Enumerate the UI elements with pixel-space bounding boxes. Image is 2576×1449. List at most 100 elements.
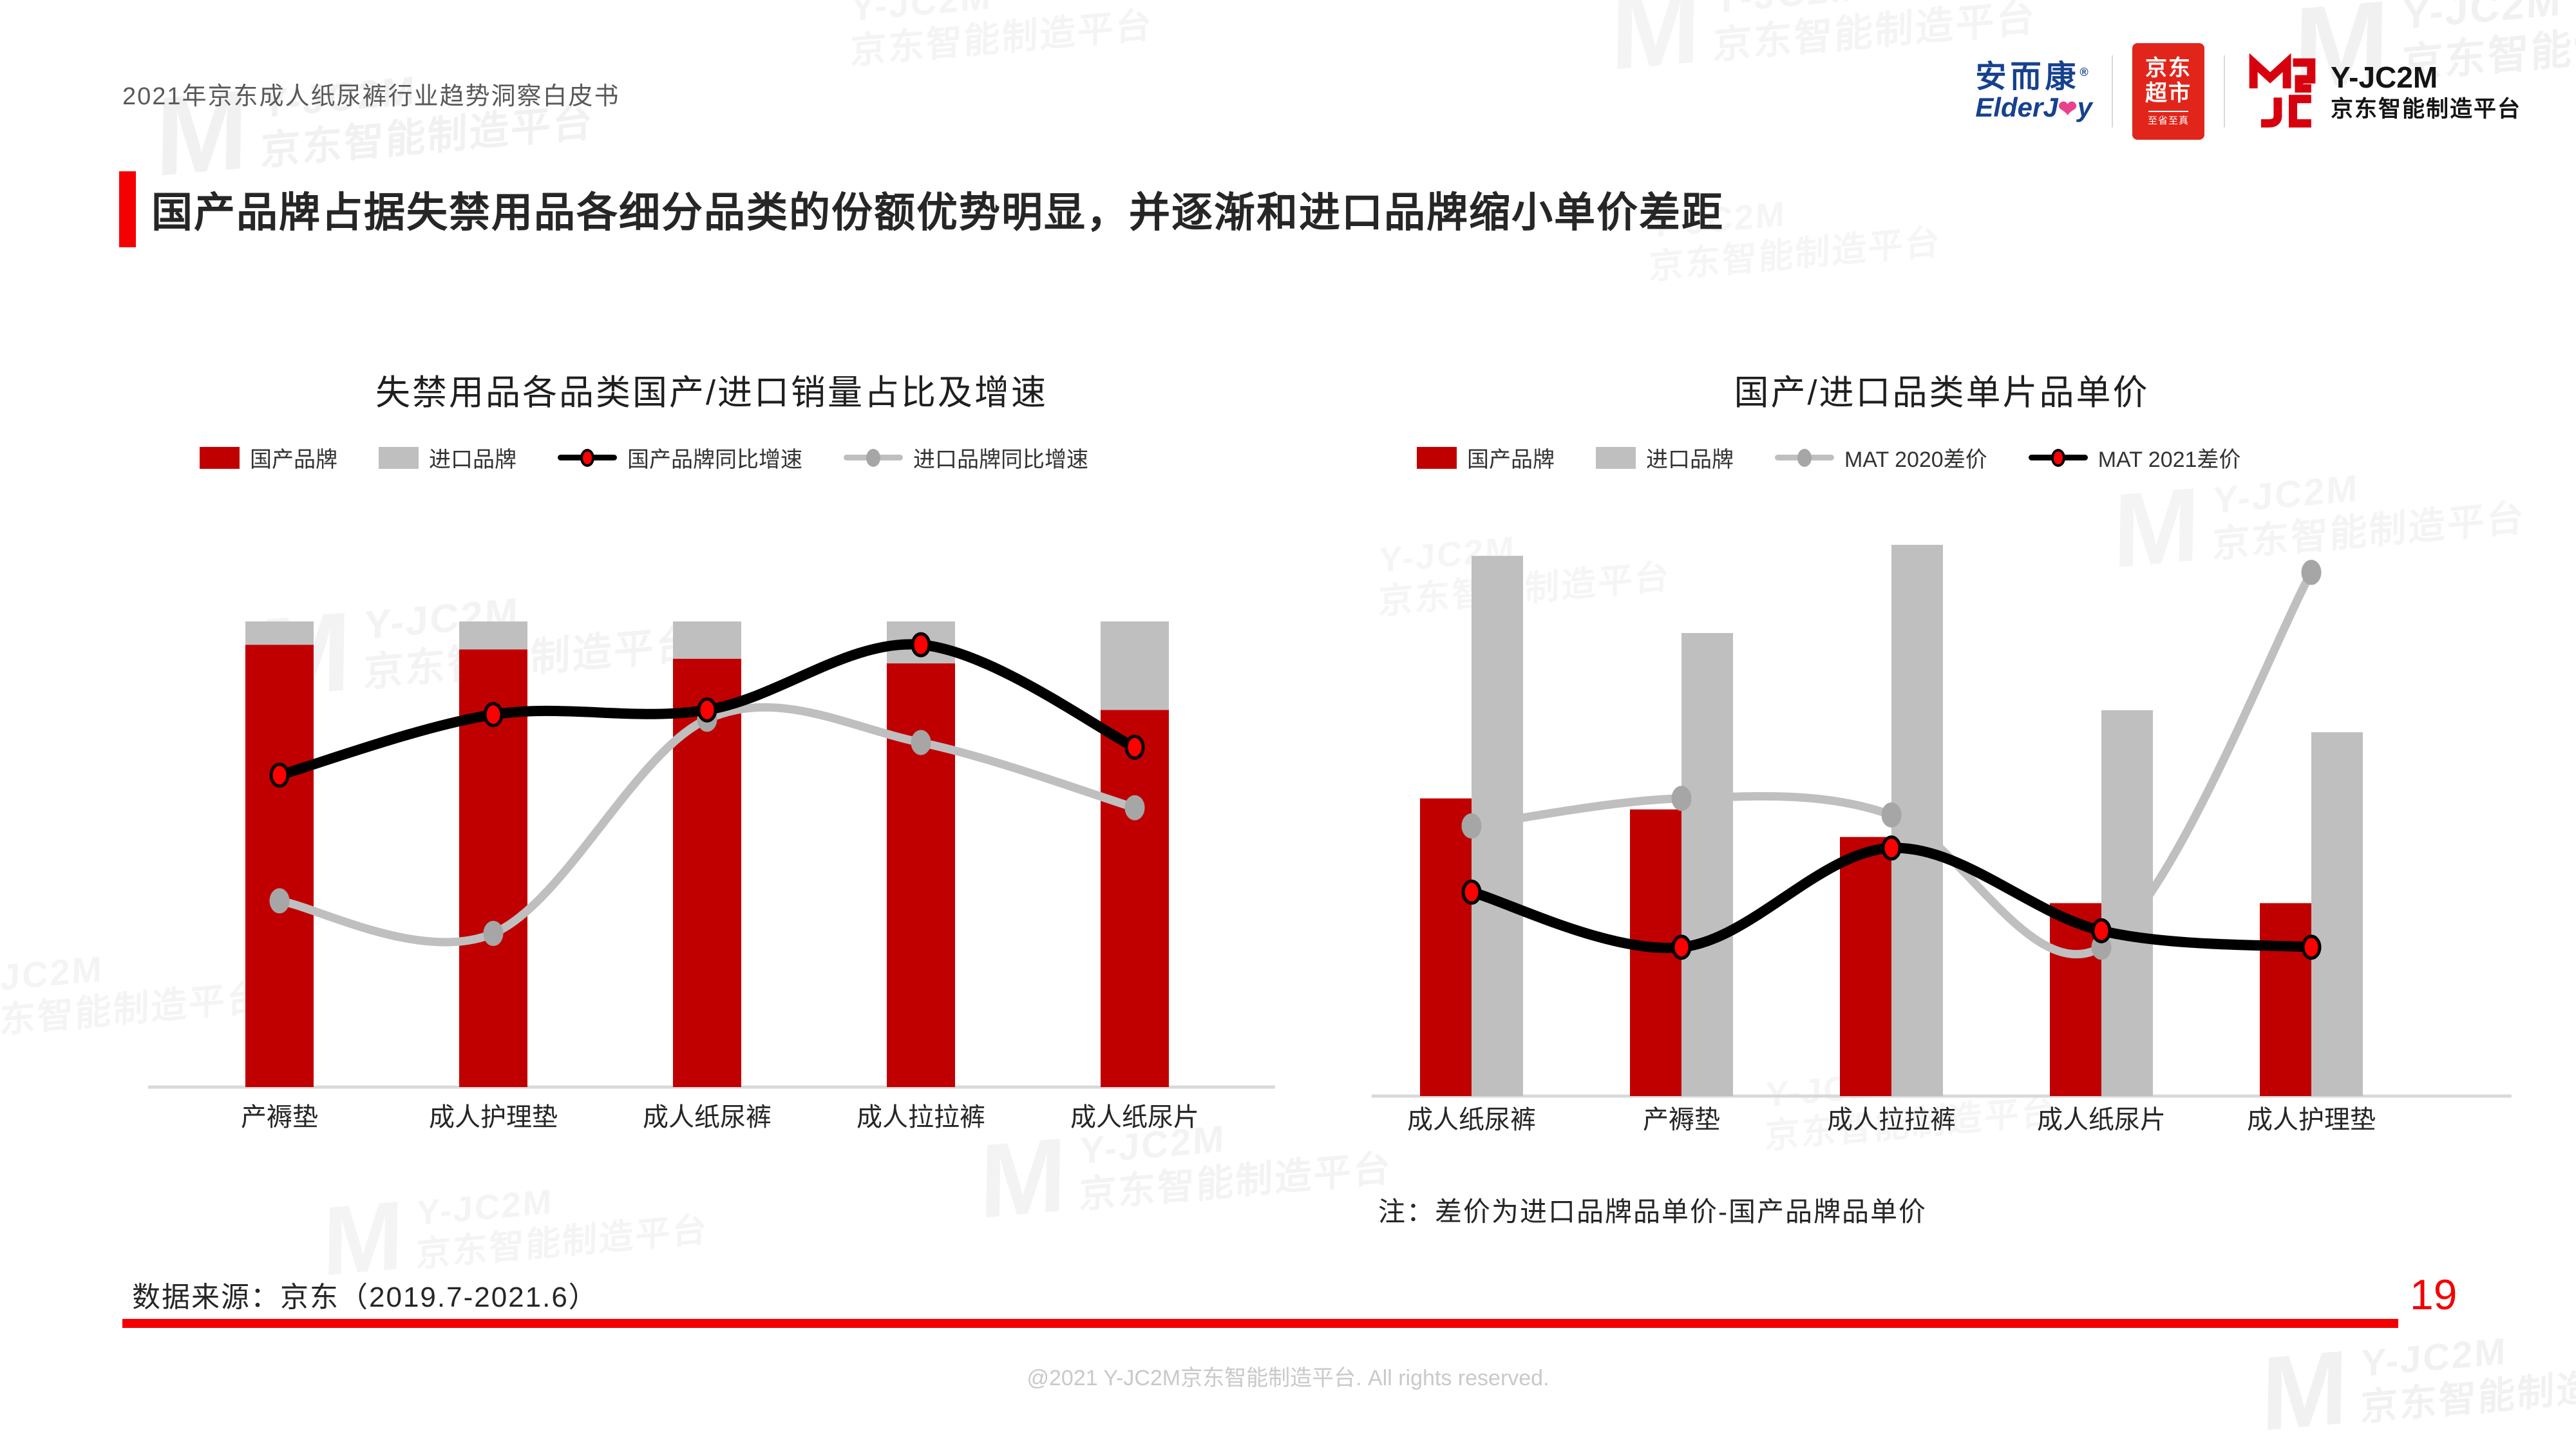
- yjc2m-logo: Y-JC2M 京东智能制造平台: [2244, 53, 2521, 129]
- legend-item: 国产品牌同比增速: [558, 442, 802, 473]
- chart-plot: 产褥垫 成人护理垫 成人纸尿裤 成人拉拉裤 成人纸尿片: [148, 621, 1275, 1132]
- footer-rule: [122, 1319, 2398, 1328]
- x-label: 产褥垫: [1643, 1106, 1720, 1134]
- title-accent-bar: [119, 171, 136, 247]
- legend-marker-icon: [2050, 448, 2065, 467]
- line-marker: [1881, 835, 1902, 861]
- elderjoy-logo: 安而康® ElderJ❤y: [1975, 59, 2092, 123]
- watermark: MY-JC2M京东智能制造平台: [1609, 0, 2038, 93]
- legend-item: 进口品牌: [379, 442, 516, 473]
- line-marker: [1671, 786, 1692, 811]
- legend-line-icon: [558, 448, 617, 467]
- bar-import: [459, 621, 527, 650]
- document-subtitle: 2021年京东成人纸尿裤行业趋势洞察白皮书: [122, 83, 620, 110]
- legend-line-icon: [2028, 448, 2088, 467]
- legend-item: 进口品牌: [1596, 442, 1734, 473]
- legend-item: 国产品牌: [1417, 442, 1555, 473]
- line-marker: [483, 702, 504, 728]
- line-marker: [1461, 813, 1482, 839]
- bar-import: [673, 621, 741, 659]
- line-marker: [697, 697, 717, 723]
- bar-import: [1681, 632, 1733, 1096]
- bar-domestic: [1420, 798, 1472, 1096]
- page-number: 19: [2410, 1271, 2458, 1318]
- legend-label: 进口品牌同比增速: [913, 448, 1088, 472]
- bar-import: [2311, 732, 2363, 1096]
- chart-unit-price: 国产/进口品类单片品单价 国产品牌 进口品牌 MAT 2020差价 MAT 2021差…: [1372, 364, 2512, 1227]
- watermark: Y-JC2M 京东智能制造平台: [849, 0, 1154, 71]
- chart-plot: 成人纸尿裤 产褥垫 成人拉拉裤 成人纸尿片 成人护理垫: [1372, 545, 2512, 1134]
- line-marker: [1124, 734, 1145, 760]
- legend-label: 国产品牌同比增速: [627, 448, 802, 472]
- bar-domestic: [2260, 903, 2311, 1096]
- yjc2m-mark-icon: [2249, 53, 2316, 128]
- bar-domestic: [245, 645, 314, 1087]
- x-label: 成人纸尿裤: [643, 1103, 772, 1132]
- chart-legend: 国产品牌 进口品牌 MAT 2020差价 MAT 2021差价: [1417, 442, 2512, 473]
- legend-swatch-icon: [1596, 446, 1636, 469]
- line-marker: [483, 920, 504, 946]
- legend-swatch-icon: [379, 446, 419, 469]
- bar-import: [1101, 621, 1169, 710]
- heart-icon: ❤: [2058, 96, 2078, 122]
- legend-line-icon: [1775, 448, 1834, 467]
- x-label: 成人护理垫: [2247, 1106, 2376, 1134]
- x-label: 产褥垫: [241, 1103, 318, 1132]
- line-marker: [2301, 560, 2322, 585]
- line-marker: [1124, 795, 1145, 820]
- logo-divider: [2223, 55, 2225, 128]
- line-marker: [1671, 934, 1692, 960]
- watermark-logo-icon: M: [1609, 0, 1702, 93]
- legend-label: 进口品牌: [429, 448, 516, 472]
- page-title: 国产品牌占据失禁用品各细分品类的份额优势明显，并逐渐和进口品牌缩小单价差距: [151, 189, 1724, 236]
- chart-title: 失禁用品各品类国产/进口销量占比及增速: [375, 374, 1048, 412]
- data-source: 数据来源：京东（2019.7-2021.6）: [132, 1282, 598, 1313]
- line-series: [275, 703, 1139, 947]
- line-marker: [2301, 934, 2322, 960]
- line-marker: [269, 888, 290, 914]
- chart-title: 国产/进口品类单片品单价: [1734, 374, 2150, 412]
- legend-label: 进口品牌: [1646, 448, 1734, 472]
- legend-marker-icon: [580, 448, 594, 467]
- legend-label: 国产品牌: [250, 448, 337, 472]
- x-label: 成人纸尿片: [2037, 1106, 2166, 1134]
- bar-import: [245, 621, 314, 645]
- line-marker: [1461, 879, 1482, 905]
- legend-marker-icon: [1797, 448, 1812, 467]
- x-label: 成人护理垫: [429, 1103, 558, 1132]
- legend-marker-icon: [866, 448, 880, 467]
- legend-label: MAT 2020差价: [1844, 448, 1987, 472]
- x-label: 成人纸尿裤: [1407, 1106, 1536, 1134]
- bar-domestic: [1840, 837, 1891, 1096]
- legend-item: 国产品牌: [200, 442, 337, 473]
- line-series: [1467, 568, 2316, 959]
- watermark-logo-icon: M: [321, 1180, 405, 1297]
- legend-item: MAT 2020差价: [1775, 442, 1987, 473]
- legend-swatch-icon: [1417, 446, 1457, 469]
- jd-supermarket-logo: 京东 超市 至省至真: [2132, 43, 2204, 140]
- legend-swatch-icon: [200, 446, 240, 469]
- legend-item: 进口品牌同比增速: [844, 442, 1088, 473]
- chart-legend: 国产品牌 进口品牌 国产品牌同比增速 进口品牌同比增速: [200, 442, 1275, 473]
- x-label: 成人拉拉裤: [1827, 1106, 1956, 1134]
- x-label: 成人拉拉裤: [857, 1103, 985, 1132]
- legend-label: 国产品牌: [1467, 448, 1555, 472]
- line-marker: [269, 762, 290, 788]
- legend-label: MAT 2021差价: [2098, 448, 2241, 472]
- x-label: 成人纸尿片: [1070, 1103, 1199, 1132]
- line-marker: [911, 632, 931, 658]
- bar-domestic: [887, 663, 955, 1087]
- line-marker: [1881, 802, 1902, 828]
- line-marker: [911, 730, 931, 755]
- chart-note: 注：差价为进口品牌品单价-国产品牌品单价: [1378, 1197, 1927, 1227]
- legend-item: MAT 2021差价: [2028, 442, 2241, 473]
- page-title-row: 国产品牌占据失禁用品各细分品类的份额优势明显，并逐渐和进口品牌缩小单价差距: [119, 171, 1724, 247]
- line-marker: [2091, 918, 2112, 943]
- logo-group: 安而康® ElderJ❤y 京东 超市 至省至真 Y-JC2M 京东智能制造平台: [1975, 40, 2521, 143]
- bar-domestic: [1101, 710, 1169, 1087]
- legend-line-icon: [844, 448, 903, 467]
- logo-divider: [2111, 55, 2113, 128]
